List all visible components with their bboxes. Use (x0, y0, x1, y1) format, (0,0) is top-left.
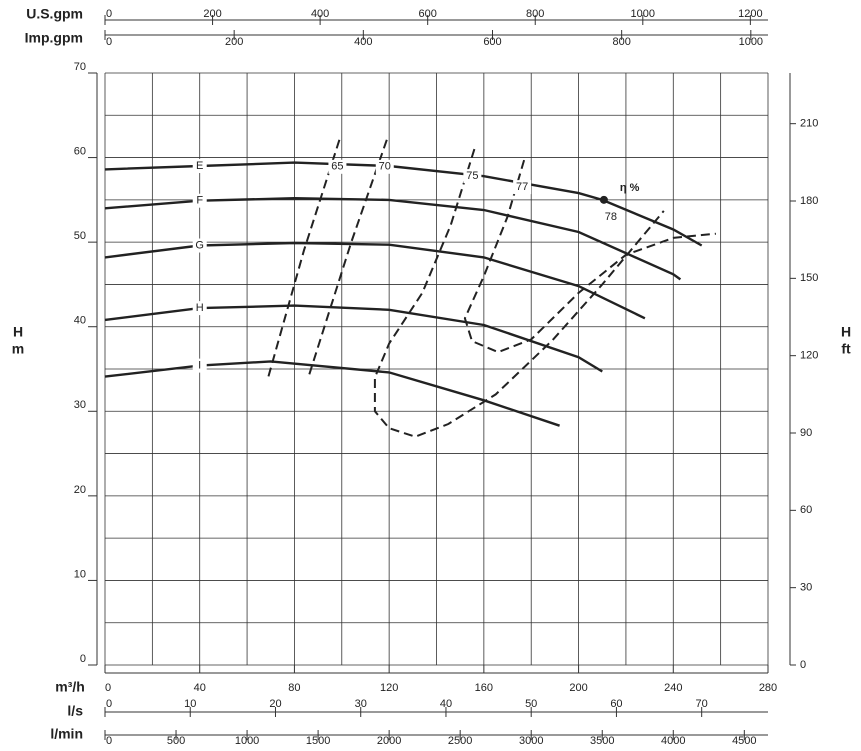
axis-tick-label: 800 (612, 36, 630, 48)
curve-label-bg (192, 301, 207, 316)
y-tick-label: 30 (74, 399, 86, 411)
y2-axis-label: H (841, 324, 851, 340)
curve-label-bg (192, 358, 207, 373)
efficiency-label-bg (513, 180, 532, 195)
y-tick-label: 60 (74, 145, 86, 157)
curve-label: G (195, 239, 204, 251)
y2-tick-label: 150 (800, 272, 818, 284)
curve-label: F (196, 195, 203, 207)
axis-tick-label: 1000 (631, 8, 655, 20)
axis-tick-label: 50 (525, 698, 537, 710)
y-axis-label: H (13, 324, 23, 340)
y2-tick-label: 90 (800, 427, 812, 439)
y2-tick-label: 120 (800, 350, 818, 362)
axis-label: U.S.gpm (26, 6, 83, 22)
axis-tick-label: 3000 (519, 735, 543, 747)
x-tick-label: 240 (664, 682, 682, 694)
axis-tick-label: 3500 (590, 735, 614, 747)
axis-tick-label: 0 (106, 735, 112, 747)
axis-label: l/min (50, 726, 83, 742)
y-tick-label: 20 (74, 484, 86, 496)
y-tick-label: 0 (80, 653, 86, 665)
y-tick-label: 70 (74, 61, 86, 73)
x-tick-label: 280 (759, 682, 777, 694)
axis-tick-label: 30 (355, 698, 367, 710)
efficiency-curve (463, 159, 716, 354)
axis-tick-label: 400 (354, 36, 372, 48)
axis-label: Imp.gpm (25, 30, 83, 46)
head-curve (104, 161, 703, 247)
axis-tick-label: 2500 (448, 735, 472, 747)
curve-label: E (196, 160, 203, 172)
efficiency-label: 77 (516, 181, 528, 193)
y2-tick-label: 60 (800, 504, 812, 516)
x-tick-label: 200 (569, 682, 587, 694)
axis-label: l/s (67, 703, 83, 719)
efficiency-label: 75 (466, 170, 478, 182)
efficiency-curve (307, 139, 388, 377)
y-tick-label: 10 (74, 568, 86, 580)
y2-tick-label: 0 (800, 659, 806, 671)
y2-tick-label: 210 (800, 118, 818, 130)
efficiency-label-bg (328, 159, 347, 174)
axis-tick-label: 200 (203, 8, 221, 20)
x-tick-label: 0 (105, 682, 111, 694)
x-tick-label: 120 (380, 682, 398, 694)
axis-tick-label: 4000 (661, 735, 685, 747)
efficiency-label: 65 (331, 161, 343, 173)
x-axis-label: m³/h (55, 679, 85, 695)
axis-tick-label: 600 (419, 8, 437, 20)
axis-tick-label: 20 (269, 698, 281, 710)
axis-tick-label: 2000 (377, 735, 401, 747)
axis-tick-label: 1000 (235, 735, 259, 747)
curve-label: I (198, 360, 201, 372)
head-curve (104, 360, 560, 427)
axis-tick-label: 200 (225, 36, 243, 48)
axis-tick-label: 0 (106, 36, 112, 48)
axis-tick-label: 800 (526, 8, 544, 20)
efficiency-label: 78 (605, 211, 617, 223)
y2-tick-label: 30 (800, 582, 812, 594)
y2-axis-unit: ft (841, 341, 851, 357)
axis-tick-label: 500 (167, 735, 185, 747)
head-curve (104, 196, 682, 281)
y-tick-label: 50 (74, 230, 86, 242)
axis-tick-label: 0 (106, 698, 112, 710)
axis-tick-label: 4500 (732, 735, 756, 747)
efficiency-label-bg (375, 159, 394, 174)
efficiency-label-bg (463, 169, 482, 184)
axis-tick-label: 0 (106, 8, 112, 20)
y-tick-label: 40 (74, 315, 86, 327)
axis-tick-label: 60 (610, 698, 622, 710)
axis-tick-label: 1500 (306, 735, 330, 747)
y2-tick-label: 180 (800, 195, 818, 207)
efficiency-curve (267, 139, 341, 377)
curve-label: H (196, 302, 204, 314)
x-tick-label: 160 (475, 682, 493, 694)
efficiency-point (599, 195, 608, 204)
curve-label-bg (192, 159, 207, 174)
axis-tick-label: 1200 (738, 8, 762, 20)
x-tick-label: 80 (288, 682, 300, 694)
axis-tick-label: 1000 (739, 36, 763, 48)
curve-label-bg (192, 238, 207, 253)
axis-tick-label: 70 (696, 698, 708, 710)
axis-tick-label: 400 (311, 8, 329, 20)
efficiency-title: η % (620, 182, 640, 194)
y-axis-unit: m (12, 341, 24, 357)
axis-tick-label: 10 (184, 698, 196, 710)
curve-label-bg (192, 193, 207, 208)
efficiency-label: 70 (379, 161, 391, 173)
axis-tick-label: 40 (440, 698, 452, 710)
axis-tick-label: 600 (483, 36, 501, 48)
head-curve (104, 304, 603, 373)
x-tick-label: 40 (194, 682, 206, 694)
